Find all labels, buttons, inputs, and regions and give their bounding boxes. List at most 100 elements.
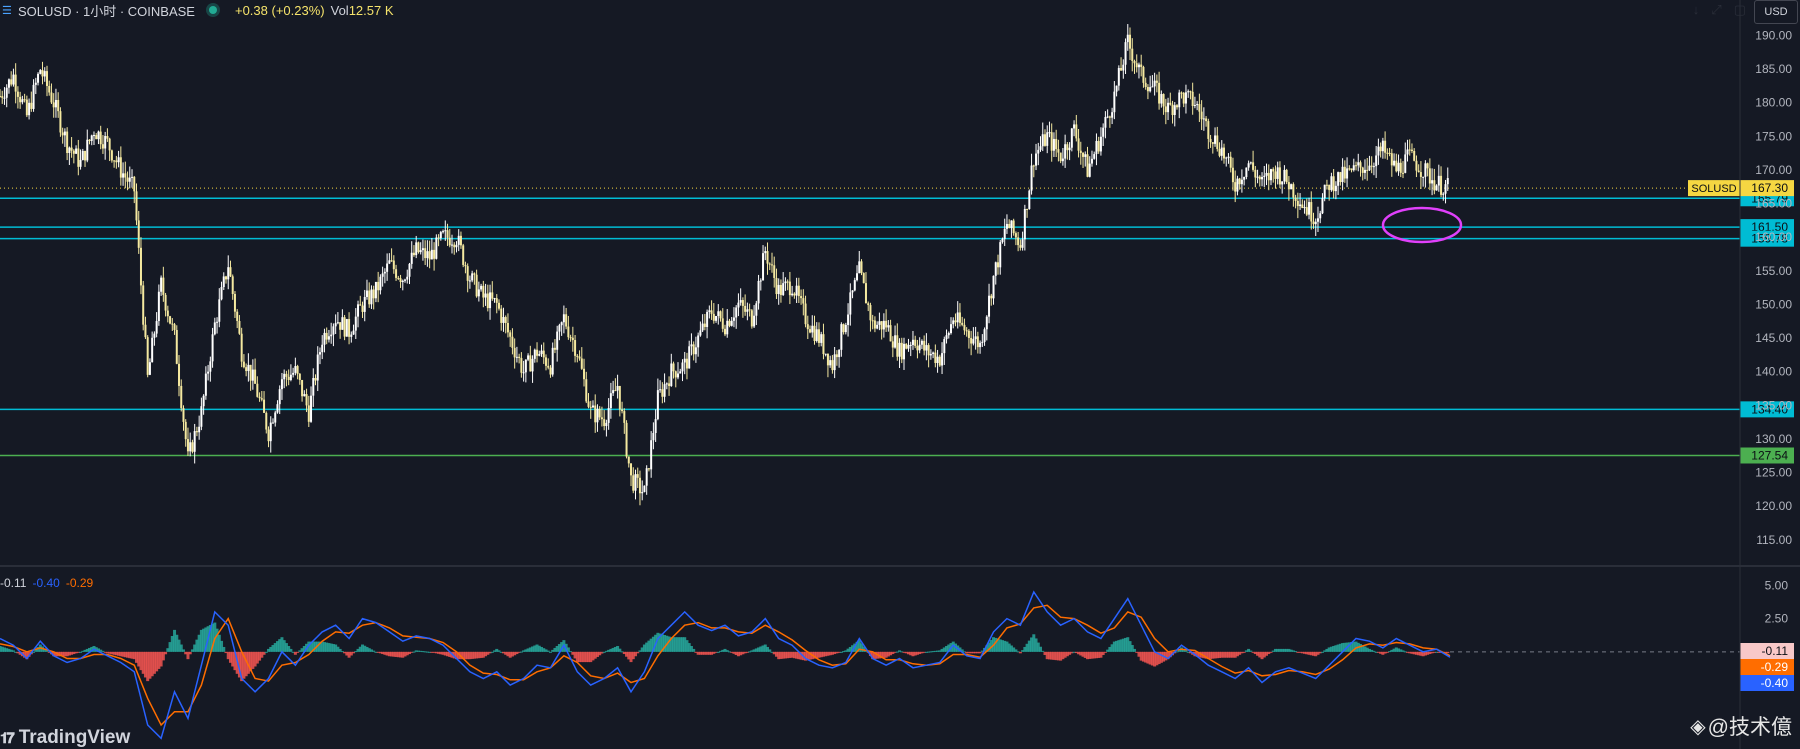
candle-body <box>1375 155 1378 167</box>
tradingview-logo[interactable]: 𝟏𝟕 TradingView <box>0 727 130 749</box>
candle-body <box>925 345 928 351</box>
price-axis[interactable]: 190.00 185.00 180.00 175.00 170.00 165.00 160.… <box>1755 28 1792 546</box>
macd-hist-bar <box>716 651 720 653</box>
macd-hist-bar <box>573 651 577 659</box>
macd-hist-bar <box>58 651 62 657</box>
macd-hist-bar <box>414 650 418 652</box>
arrow-down-icon[interactable]: ↓ <box>1692 2 1700 17</box>
macd-hist-bar <box>658 633 662 652</box>
macd-hist-bar <box>1397 648 1401 652</box>
macd-hist-bar <box>1291 650 1295 652</box>
candle-body <box>1131 48 1134 61</box>
candle-body <box>236 311 239 321</box>
macd-hist-bar <box>895 651 899 653</box>
candle-body <box>1296 200 1299 207</box>
candle-body <box>800 296 803 299</box>
candle-body <box>39 70 42 74</box>
candle-body <box>1030 165 1033 191</box>
macd-hist-bar <box>510 651 514 657</box>
macd-hist-bar <box>1238 651 1242 655</box>
macd-hist-bar <box>506 651 510 657</box>
candle-body <box>484 293 487 298</box>
macd-hist-bar <box>47 651 51 653</box>
macd-hist-bar <box>291 651 295 653</box>
candle-body <box>368 290 371 305</box>
candle-body <box>1377 146 1380 156</box>
macd-hist-bar <box>689 645 693 652</box>
macd-hist-bar <box>774 651 778 657</box>
macd-hist-bar <box>224 651 228 654</box>
candle-body <box>325 332 328 340</box>
candle-body <box>656 390 659 420</box>
macd-hist-bar <box>855 641 859 652</box>
macd-hist-bar <box>177 639 181 652</box>
candle-body <box>242 361 245 368</box>
candle-body <box>126 177 129 182</box>
candle-body <box>1057 149 1060 153</box>
candle-body <box>397 277 400 279</box>
candle-body <box>128 177 131 182</box>
candle-body <box>974 336 977 340</box>
macd-hist-bar <box>108 651 112 654</box>
candle-body <box>343 317 346 337</box>
macd-hist-bar <box>81 650 85 652</box>
resize-icon[interactable]: ⤢ <box>1711 2 1722 17</box>
macd-hist-bar <box>929 651 933 653</box>
candle-body <box>57 99 60 112</box>
candle-body <box>636 474 639 478</box>
candle-body <box>547 365 550 368</box>
macd-hist-bar <box>25 651 29 660</box>
macd-hist-bar <box>1135 651 1139 653</box>
macd-hist-bar <box>325 642 329 652</box>
candle-body <box>453 244 456 248</box>
macd-hist-bar <box>1258 651 1262 658</box>
macd-hist-bar <box>1374 651 1378 653</box>
macd-hist-bar <box>1426 651 1430 655</box>
macd-hist-bar <box>795 651 799 659</box>
macd-hist-bar <box>859 643 863 652</box>
macd-hist-bar <box>128 651 132 659</box>
price-tick-14: 120.00 <box>1755 499 1792 513</box>
macd-hist-bar <box>607 649 611 652</box>
macd-hist-bar <box>1009 645 1013 652</box>
macd-hist-bar <box>186 651 190 660</box>
macd-hist-bar <box>173 629 177 652</box>
fullscreen-icon[interactable]: ▢ <box>1733 2 1746 17</box>
macd-hist-bar <box>1159 651 1163 663</box>
candle-body <box>350 334 353 337</box>
currency-selector[interactable]: USD <box>1754 0 1798 24</box>
candle-body <box>155 321 158 334</box>
macd-hist-bar <box>481 651 485 658</box>
candle-body <box>21 99 24 103</box>
menu-icon[interactable]: ☰ <box>2 4 12 17</box>
macd-hist-bar <box>1045 651 1049 660</box>
macd-hist-bar <box>1092 651 1096 659</box>
candle-body <box>464 264 467 267</box>
candle-body <box>1088 163 1091 177</box>
candle-body <box>1334 185 1337 192</box>
candle-body <box>632 475 635 491</box>
macd-hist-bar <box>1403 651 1407 653</box>
candle-body <box>1120 67 1123 71</box>
candle-body <box>762 253 765 281</box>
macd-hist-bar <box>83 649 87 652</box>
candle-body <box>209 361 212 372</box>
macd-hist-bar <box>902 651 906 653</box>
candle-body <box>186 439 189 452</box>
candle-body <box>1037 149 1040 154</box>
macd-hist-bar <box>11 650 15 652</box>
candle-body <box>726 320 729 335</box>
symbol-title[interactable]: SOLUSD · 1小时 · COINBASE <box>18 3 195 19</box>
macd-hist-bar <box>278 639 282 652</box>
candle-body <box>1144 82 1147 88</box>
candle-body <box>842 324 845 333</box>
candle-body <box>195 431 198 433</box>
candle-body <box>1050 132 1053 151</box>
candle-body <box>659 389 662 391</box>
macd-hist-bar <box>647 640 651 652</box>
macd-hist-bar <box>434 651 438 654</box>
macd-axis[interactable]: 5.00 2.50 -0.11 -0.29 -0.40 <box>1740 578 1794 691</box>
candle-body <box>169 316 172 324</box>
